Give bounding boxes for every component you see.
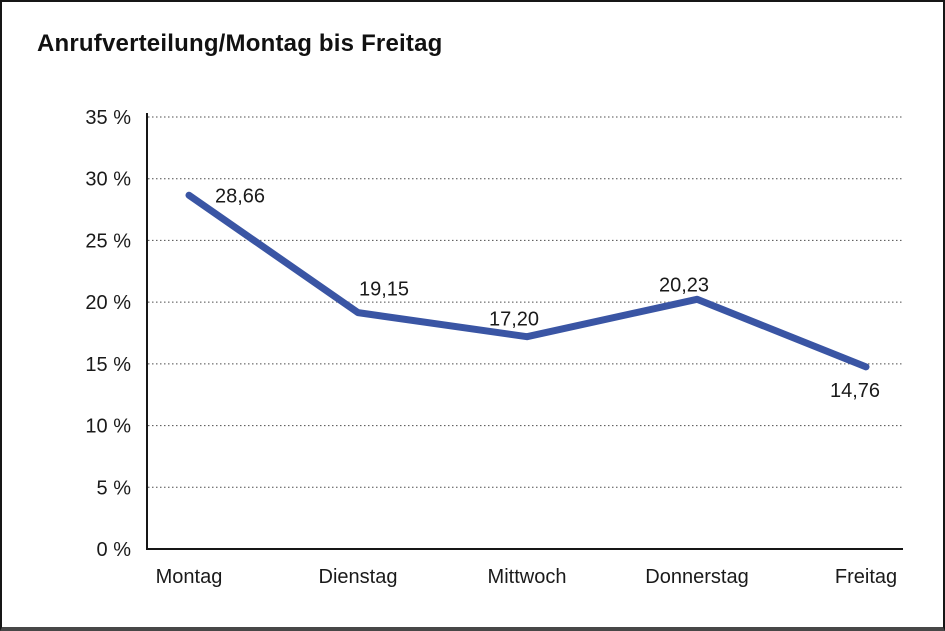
- y-axis-tick-label: 20 %: [85, 292, 131, 314]
- x-axis-category-label: Freitag: [835, 566, 897, 588]
- data-series-line: [185, 191, 870, 371]
- y-axis-tick-label: 25 %: [85, 230, 131, 252]
- y-axis-tick-label: 35 %: [85, 107, 131, 129]
- y-axis-tick-label: 0 %: [97, 539, 132, 561]
- x-axis-category-label: Donnerstag: [645, 566, 748, 588]
- data-point-label: 28,66: [215, 185, 265, 207]
- chart-title: Anrufverteilung/Montag bis Freitag: [37, 30, 443, 57]
- x-axis-category-label: Dienstag: [319, 566, 398, 588]
- data-point-label: 14,76: [830, 380, 880, 402]
- y-axis-tick-label: 15 %: [85, 354, 131, 376]
- data-point-label: 17,20: [489, 309, 539, 331]
- y-axis-tick-label: 5 %: [97, 477, 132, 499]
- x-axis-category-label: Montag: [156, 566, 223, 588]
- data-point-label: 19,15: [359, 279, 409, 301]
- y-axis-tick-label: 30 %: [85, 169, 131, 191]
- y-axis-tick-label: 10 %: [85, 416, 131, 438]
- data-point-label: 20,23: [659, 274, 709, 296]
- x-axis-category-label: Mittwoch: [488, 566, 567, 588]
